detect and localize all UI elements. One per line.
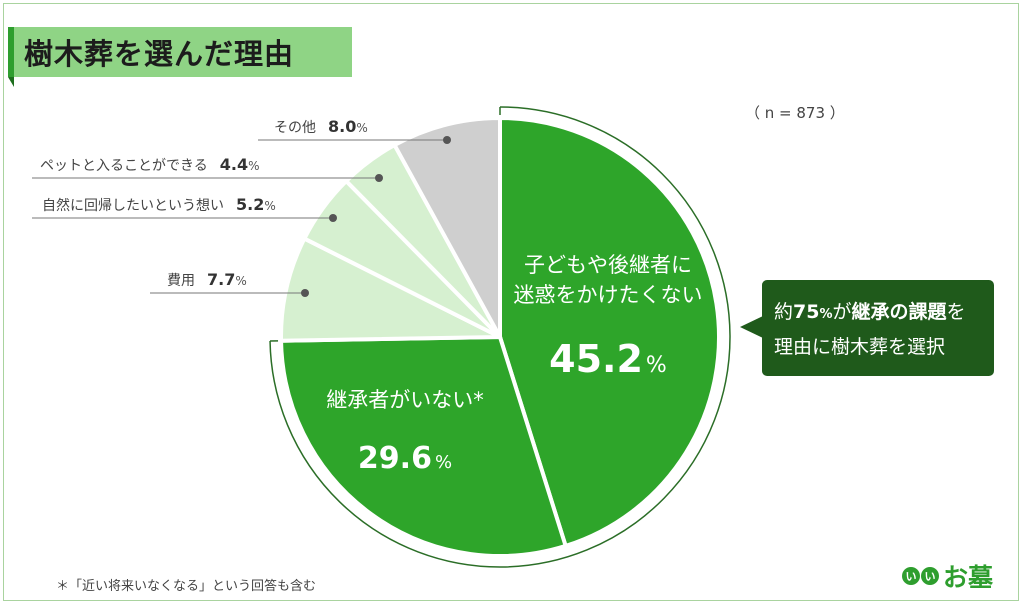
footnote: ＊「近い将来いなくなる」という回答も含む	[56, 579, 317, 594]
callout-mid: が	[832, 301, 852, 323]
slice-1-label-line-2: 迷惑をかけたくない	[514, 283, 703, 307]
slice-6-label: その他 8.0%	[274, 117, 368, 136]
slice-1-value: 45.2%	[549, 337, 667, 381]
slice-3-leader-dot	[301, 289, 309, 297]
slice-2-label-line-1: 継承者がいない*	[326, 388, 484, 412]
title-banner: 樹木葬を選んだ理由	[8, 27, 352, 77]
chart-title: 樹木葬を選んだ理由	[24, 37, 295, 71]
pie-slice-1	[498, 116, 721, 548]
callout-line-2: 理由に樹木葬を選択	[774, 336, 946, 358]
slice-5-leader-dot	[375, 174, 383, 182]
logo-mark-1: い	[902, 567, 920, 585]
slice-4-label: 自然に回帰したいという想い 5.2%	[42, 195, 276, 214]
pie-slice-3	[279, 236, 502, 343]
callout-pre: 約	[774, 301, 794, 323]
callout-line-1: 約75%が継承の課題を	[774, 296, 984, 331]
slice-3-label: 費用 7.7%	[167, 270, 247, 289]
slice-6-leader-dot	[443, 136, 451, 144]
brand-logo: い い お墓	[902, 558, 993, 594]
title-banner-tail	[8, 77, 14, 87]
pie-slice-6	[392, 116, 502, 339]
slice-1-label-line-1: 子どもや後継者に	[524, 253, 692, 277]
callout-emphasis: 継承の課題	[851, 301, 947, 323]
emphasis-bracket-arc	[269, 106, 731, 568]
logo-mark-2: い	[921, 567, 939, 585]
slice-2-value: 29.6%	[358, 441, 452, 476]
slice-5-label: ペットと入ることができる 4.4%	[40, 155, 259, 174]
pie-slice-2	[279, 335, 568, 558]
slice-4-leader-dot	[329, 214, 337, 222]
callout-pointer	[740, 316, 763, 338]
sample-size-label: （ n = 873 ）	[745, 104, 845, 122]
callout-box: 約75%が継承の課題を 理由に樹木葬を選択	[762, 280, 994, 376]
callout-number: 75	[793, 301, 820, 323]
callout-percent: %	[819, 307, 833, 322]
callout-post: を	[946, 301, 966, 323]
logo-text: お墓	[943, 563, 994, 592]
